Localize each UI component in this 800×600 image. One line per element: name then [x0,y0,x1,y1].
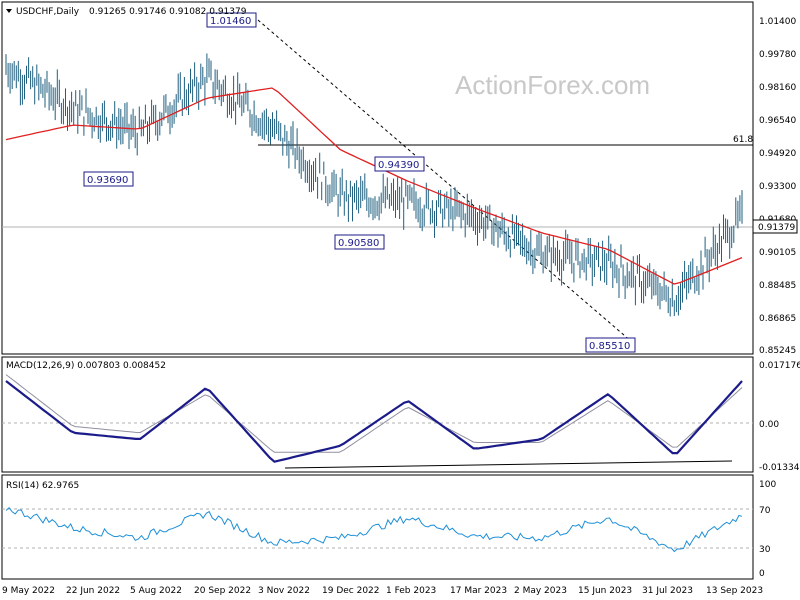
x-tick: 2 May 2023 [514,586,567,596]
rsi-y-tick: 30 [759,545,771,555]
macd-panel: MACD(12,26,9) 0.007803 0.008452 0.017176… [1,356,800,473]
x-tick: 9 May 2022 [2,586,55,596]
trend-line [257,19,633,343]
annotation-0-94390: 0.94390 [374,156,425,172]
y-tick: 0.96540 [759,116,796,126]
price-header: USDCHF,Daily 0.91265 0.91746 0.91082 0.9… [6,7,247,17]
annotation-text: 0.85510 [589,341,630,352]
annotation-0-85510: 0.85510 [585,337,636,353]
current-price-badge [752,219,798,234]
price-y-axis: 1.01400 0.99780 0.98160 0.96540 0.94920 … [752,17,798,356]
x-tick: 5 Aug 2022 [130,586,182,596]
rsi-y-tick: 100 [759,480,776,490]
y-tick: 0.90105 [759,248,796,258]
macd-y-tick: 0.00 [759,420,779,430]
moving-average-line [5,87,743,285]
collapse-triangle-icon [6,9,12,13]
x-tick: 3 Nov 2022 [258,586,310,596]
y-tick: 0.93300 [759,182,796,192]
price-bars [5,53,743,317]
macd-divergence-line [284,460,733,469]
annotation-0-93690: 0.93690 [83,171,134,187]
y-tick: 0.85245 [759,346,796,356]
macd-y-tick: 0.017176 [759,361,800,371]
macd-header: MACD(12,26,9) 0.007803 0.008452 [6,361,166,371]
y-tick: 0.99780 [759,50,796,60]
price-panel: ActionForex.com 61.8 1.01460 0.93690 0.9… [1,1,754,355]
x-tick: 15 Jun 2023 [578,586,632,596]
y-tick: 0.88485 [759,281,796,291]
rsi-panel-frame [1,474,754,580]
watermark: ActionForex.com [455,70,650,100]
x-tick: 19 Dec 2022 [322,586,380,596]
annotation-text: 1.01460 [210,16,251,27]
annotation-box [334,234,385,250]
annotation-box [83,171,134,187]
fib-label: 61.8 [733,135,753,145]
rsi-y-tick: 0 [759,569,765,579]
x-tick: 13 Sep 2023 [706,586,763,596]
annotation-1-01460: 1.01460 [206,12,257,28]
annotation-text: 0.93690 [87,175,128,186]
rsi-panel: RSI(14) 62.9765 100 70 30 0 [1,474,776,580]
annotation-0-90580: 0.90580 [334,234,385,250]
annotation-text: 0.94390 [378,160,419,171]
macd-y-tick: -0.01334 [759,463,800,473]
rsi-y-tick: 70 [759,506,771,516]
rsi-header: RSI(14) 62.9765 [6,481,79,491]
macd-panel-frame [1,356,754,473]
annotation-text: 0.90580 [338,238,379,249]
x-tick: 31 Jul 2023 [642,586,693,596]
y-tick: 0.98160 [759,83,796,93]
macd-main-line [5,380,743,463]
current-price-value: 0.91379 [758,223,795,233]
annotation-box [206,12,257,28]
x-tick: 1 Feb 2023 [386,586,436,596]
ohlc-values: 0.91265 0.91746 0.91082 0.91379 [89,7,247,17]
annotation-box [374,156,425,172]
annotation-box [585,337,636,353]
symbol-label: USDCHF,Daily [16,7,80,17]
rsi-line [5,506,743,553]
x-axis: 9 May 2022 22 Jun 2022 5 Aug 2022 20 Sep… [2,578,763,596]
x-tick: 17 Mar 2023 [450,586,507,596]
y-tick: 0.86865 [759,314,796,324]
x-tick: 20 Sep 2022 [194,586,251,596]
y-tick: 1.01400 [759,17,796,27]
x-tick: 22 Jun 2022 [66,586,120,596]
macd-signal-line [5,374,743,453]
y-tick: 0.94920 [759,149,796,159]
